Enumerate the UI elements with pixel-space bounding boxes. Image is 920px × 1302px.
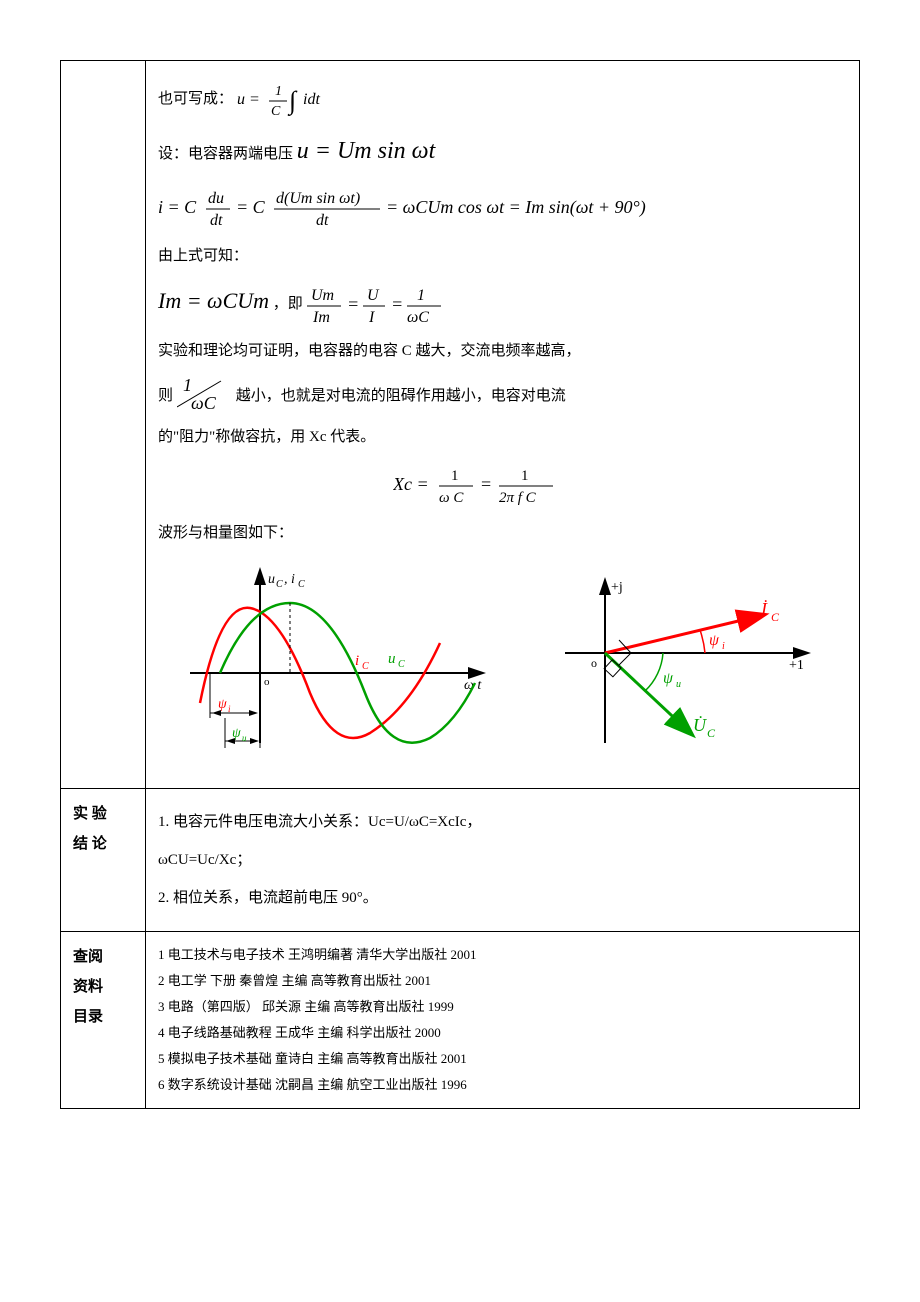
svg-text:Um: Um [311,287,334,304]
figure-row: u C , i C ω t o i C u C [158,563,847,763]
svg-text:1: 1 [521,468,529,484]
line1-pre: 也可写成： [158,91,233,107]
ref-item: 5 模拟电子技术基础 童诗白 主编 高等教育出版社 2001 [158,1046,847,1072]
svg-text:ω C: ω C [439,490,464,506]
line7-pre: 则 [158,388,173,404]
line8: 的"阻力"称做容抗，用 Xc 代表。 [158,422,847,452]
svg-text:= C: = C [236,197,266,217]
svg-text:dt: dt [316,212,329,229]
line3-eq: i = C du dt = C d(Um sin ωt) dt = ωCUm c… [158,183,847,233]
conclusion-cell: 1. 电容元件电压电流大小关系：Uc=U/ωC=XcIc， ωCU=Uc/Xc；… [146,788,860,931]
svg-text:Im: Im [312,309,330,326]
ref-item: 3 电路（第四版） 邱关源 主编 高等教育出版社 1999 [158,994,847,1020]
svg-text:C: C [276,579,283,590]
refs-label-1: 查阅 [73,942,133,972]
svg-text:u: u [388,651,396,667]
line5-eq1: Im = ωCUm [158,288,269,313]
svg-text:1: 1 [275,84,282,99]
eq3-svg: i = C du dt = C d(Um sin ωt) dt = ωCUm c… [158,183,808,233]
svg-text:i: i [355,653,359,669]
row1-label-cell [61,61,146,789]
conclusion-label-cell: 实 验 结 论 [61,788,146,931]
svg-text:ψ: ψ [232,726,241,741]
line5-eq2: Um Im = U I = 1 ωC [307,296,477,312]
line1-eq: u = 1 C ∫ idt [237,87,347,107]
svg-text:u: u [242,733,247,743]
waveform-diagram: u C , i C ω t o i C u C [180,563,500,763]
conclusion-label-1: 实 验 [73,799,133,829]
svg-text:=: = [481,474,491,494]
svg-text:ψ: ψ [663,670,674,687]
svg-text:ωC: ωC [191,393,217,413]
eq1-svg: u = 1 C ∫ idt [237,79,347,119]
ref-item: 1 电工技术与电子技术 王鸿明编著 清华大学出版社 2001 [158,942,847,968]
svg-text:+1: +1 [789,658,804,673]
content-table: 也可写成： u = 1 C ∫ idt 设：电容器两端电压 u = Um sin… [60,60,860,1109]
svg-text:i = C: i = C [158,197,197,217]
svg-text:C: C [707,726,716,740]
svg-text:Xc =: Xc = [393,474,429,494]
svg-text:=: = [347,294,359,314]
ref-item: 2 电工学 下册 秦曾煌 主编 高等教育出版社 2001 [158,968,847,994]
svg-text:ωC: ωC [407,309,429,326]
line5: Im = ωCUm ，即 Um Im = U I = 1 ωC [158,279,847,328]
line9-eq: Xc = 1 ω C = 1 2π f C [158,462,847,508]
svg-text:1: 1 [417,287,425,304]
ref-item: 4 电子线路基础教程 王成华 主编 科学出版社 2000 [158,1020,847,1046]
line1: 也可写成： u = 1 C ∫ idt [158,79,847,119]
svg-text:du: du [208,190,224,207]
svg-text:o: o [591,656,597,670]
conclusion-item1b: ωCU=Uc/Xc； [158,845,847,875]
svg-text:C: C [362,661,369,672]
phasor-diagram: +j +1 o İ C ψ i U̇ C ψ [545,573,825,753]
line7-post: 越小，也就是对电流的阻碍作用越小，电容对电流 [236,388,566,404]
svg-text:= ωCUm cos ωt = Im sin(ωt + 90: = ωCUm cos ωt = Im sin(ωt + 90°) [386,197,646,218]
main-content-cell: 也可写成： u = 1 C ∫ idt 设：电容器两端电压 u = Um sin… [146,61,860,789]
ref-item: 6 数字系统设计基础 沈嗣昌 主编 航空工业出版社 1996 [158,1072,847,1098]
svg-text:ψ: ψ [218,697,227,712]
eq5-svg: Um Im = U I = 1 ωC [307,282,477,328]
svg-text:u: u [676,679,681,690]
line5-mid: ，即 [273,296,303,312]
svg-text:dt: dt [210,212,223,229]
refs-cell: 1 电工技术与电子技术 王鸿明编著 清华大学出版社 2001 2 电工学 下册 … [146,931,860,1108]
svg-text:İ: İ [760,599,768,619]
svg-text:ψ: ψ [709,632,720,649]
conclusion-item2: 2. 相位关系，电流超前电压 90°。 [158,883,847,913]
eq7-svg: 1 ωC [177,377,231,413]
svg-text:i: i [722,641,725,652]
conclusion-item1: 1. 电容元件电压电流大小关系：Uc=U/ωC=XcIc， [158,807,847,837]
svg-text:o: o [264,676,270,688]
svg-text:C: C [771,610,780,624]
svg-text:I: I [368,309,375,326]
refs-label-2: 资料 [73,972,133,1002]
svg-text:C: C [398,659,405,670]
svg-text:C: C [271,104,281,119]
refs-label-cell: 查阅 资料 目录 [61,931,146,1108]
svg-text:u: u [268,572,275,587]
line4: 由上式可知： [158,241,847,271]
svg-text:+j: +j [611,580,623,595]
svg-text:C: C [298,579,305,590]
line2-eq: u = Um sin ωt [297,138,435,164]
svg-text:2π f C: 2π f C [499,490,537,506]
svg-text:1: 1 [451,468,459,484]
svg-text:U̇: U̇ [693,714,707,735]
refs-label-3: 目录 [73,1002,133,1032]
svg-text:, i: , i [284,572,295,587]
svg-text:U: U [367,287,380,304]
svg-text:u =: u = [237,91,260,108]
svg-text:=: = [391,294,403,314]
line6: 实验和理论均可证明，电容器的电容 C 越大，交流电频率越高， [158,336,847,366]
line10: 波形与相量图如下： [158,518,847,548]
svg-text:idt: idt [303,91,320,108]
conclusion-label-2: 结 论 [73,829,133,859]
svg-text:d(Um sin ωt): d(Um sin ωt) [276,190,360,207]
line7: 则 1 ωC 越小，也就是对电流的阻碍作用越小，电容对电流 [158,374,847,414]
line7-eq: 1 ωC [177,383,236,405]
eq9-svg: Xc = 1 ω C = 1 2π f C [393,462,613,508]
svg-text:∫: ∫ [287,86,298,116]
line2-pre: 设：电容器两端电压 [158,146,293,162]
line2: 设：电容器两端电压 u = Um sin ωt [158,127,847,175]
